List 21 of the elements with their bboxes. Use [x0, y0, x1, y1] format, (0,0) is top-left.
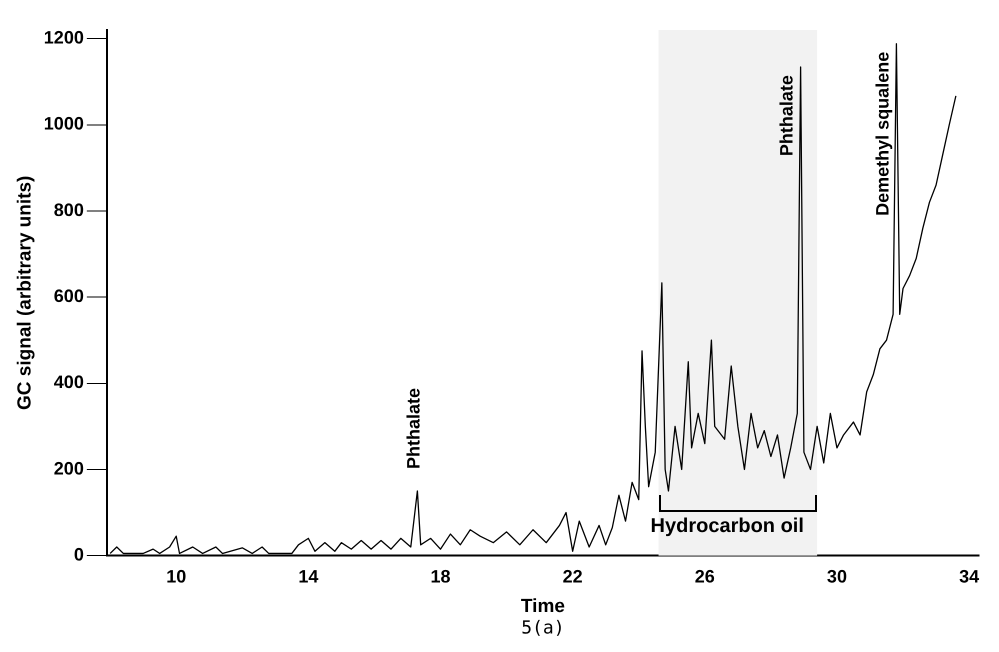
y-tick-label: 600 — [54, 286, 84, 306]
x-tick-label: 14 — [298, 566, 318, 586]
y-tick-label: 200 — [54, 458, 84, 478]
x-tick-label: 30 — [826, 566, 847, 586]
annotation: Phthalate — [403, 388, 424, 469]
x-tick-label: 34 — [959, 566, 980, 586]
x-tick-label: 18 — [430, 566, 451, 586]
band-label: Hydrocarbon oil — [650, 515, 804, 538]
y-tick-label: 1000 — [44, 114, 84, 134]
x-tick-label: 22 — [562, 566, 583, 586]
y-tick-label: 400 — [54, 372, 84, 392]
x-tick-label: 26 — [694, 566, 715, 586]
y-axis-title: GC signal (arbitrary units) — [14, 176, 36, 410]
text: 5(a) — [521, 618, 565, 639]
x-tick-label: 10 — [166, 566, 186, 586]
annotation: Demethyl squalene — [872, 52, 892, 216]
x-axis-title: Time — [520, 596, 565, 617]
y-tick-label: 1200 — [44, 28, 84, 48]
y-tick-label: 0 — [74, 544, 84, 565]
annotation: Phthalate — [776, 75, 797, 156]
y-tick-label: 800 — [54, 200, 84, 220]
